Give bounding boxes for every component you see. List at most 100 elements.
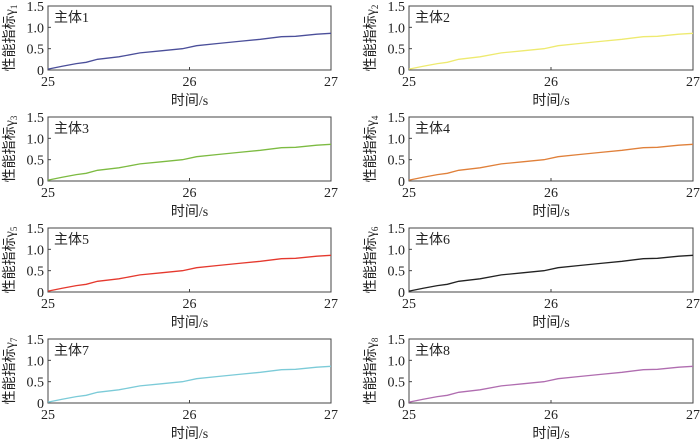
series-line <box>408 365 694 403</box>
subplot-3: 0 0.5 1.0 1.5 25 26 27 时间/s 性能指标γ3 主体3 <box>2 111 338 220</box>
y-tick-label: 0.5 <box>27 265 45 280</box>
y-tick-label: 1.5 <box>388 333 406 348</box>
y-tick-label: 1.0 <box>27 132 45 147</box>
subplot-4: 0 0.5 1.0 1.5 25 26 27 时间/s 性能指标γ4 主体4 <box>363 111 700 220</box>
x-tick-label: 27 <box>686 297 700 312</box>
x-tick-label: 26 <box>183 297 197 312</box>
x-tick-label: 25 <box>402 297 416 312</box>
subplot-title: 主体3 <box>54 121 89 137</box>
subplot-title: 主体6 <box>415 232 450 248</box>
y-tick-label: 1.5 <box>388 111 406 126</box>
subplot-2: 0 0.5 1.0 1.5 25 26 27 时间/s 性能指标γ2 主体2 <box>363 0 700 109</box>
y-tick-label: 1.0 <box>388 132 406 147</box>
y-axis-label-subscript: 4 <box>370 115 380 120</box>
x-tick-label: 26 <box>544 297 558 312</box>
x-tick-label: 27 <box>686 75 700 90</box>
subplot-5: 0 0.5 1.0 1.5 25 26 27 时间/s 性能指标γ5 主体5 <box>2 222 338 331</box>
plot-frame <box>47 5 332 71</box>
x-tick-label: 27 <box>686 186 700 201</box>
series-line <box>47 365 332 403</box>
y-axis-label: 性能指标γ5 <box>2 226 19 293</box>
x-tick-label: 26 <box>183 186 197 201</box>
subplot-title: 主体7 <box>54 343 89 359</box>
x-tick-label: 25 <box>402 75 416 90</box>
y-tick-label: 0.5 <box>27 376 45 391</box>
x-tick-label: 27 <box>324 408 338 423</box>
y-tick-label: 0 <box>398 286 405 301</box>
x-axis-label: 时间/s <box>171 426 208 442</box>
y-tick-label: 1.5 <box>388 0 406 15</box>
y-tick-label: 0 <box>398 175 405 190</box>
x-tick-label: 25 <box>41 75 55 90</box>
x-axis-label: 时间/s <box>532 93 569 109</box>
y-tick-label: 0 <box>37 397 44 412</box>
plot-frame <box>47 338 332 404</box>
y-tick-label: 0 <box>398 397 405 412</box>
series-line <box>47 254 332 292</box>
x-tick-label: 27 <box>324 297 338 312</box>
y-tick-label: 1.0 <box>27 243 45 258</box>
y-tick-label: 0.5 <box>27 43 45 58</box>
x-axis-label: 时间/s <box>171 93 208 109</box>
x-axis-label: 时间/s <box>532 204 569 220</box>
y-tick-label: 0.5 <box>27 154 45 169</box>
y-tick-label: 1.0 <box>388 243 406 258</box>
subplot-8: 0 0.5 1.0 1.5 25 26 27 时间/s 性能指标γ8 主体8 <box>363 333 700 442</box>
x-tick-label: 27 <box>324 186 338 201</box>
series-line <box>408 32 694 70</box>
y-tick-label: 1.5 <box>27 111 45 126</box>
y-tick-label: 0 <box>37 175 44 190</box>
y-tick-label: 0 <box>37 64 44 79</box>
subplot-7: 0 0.5 1.0 1.5 25 26 27 时间/s 性能指标γ7 主体7 <box>2 333 338 442</box>
y-tick-label: 1.5 <box>388 222 406 237</box>
y-axis-label-subscript: 8 <box>370 337 380 342</box>
y-tick-label: 0 <box>398 64 405 79</box>
y-tick-label: 0 <box>37 286 44 301</box>
plot-frame <box>408 338 694 404</box>
y-tick-label: 0.5 <box>388 43 406 58</box>
y-tick-label: 1.5 <box>27 222 45 237</box>
x-tick-label: 25 <box>41 297 55 312</box>
y-axis-label: 性能指标γ2 <box>363 5 380 72</box>
x-tick-label: 26 <box>183 408 197 423</box>
series-line <box>47 32 332 70</box>
y-tick-label: 0.5 <box>388 265 406 280</box>
subplot-title: 主体4 <box>415 121 450 137</box>
subplot-title: 主体8 <box>415 343 450 359</box>
y-axis-label: 性能指标γ4 <box>363 115 380 182</box>
y-axis-label-subscript: 2 <box>370 5 380 10</box>
y-axis-label-subscript: 6 <box>370 226 380 231</box>
x-tick-label: 26 <box>183 75 197 90</box>
series-line <box>47 143 332 181</box>
y-axis-label-subscript: 7 <box>9 337 19 342</box>
y-axis-label: 性能指标γ3 <box>2 115 19 182</box>
x-tick-label: 26 <box>544 408 558 423</box>
x-tick-label: 25 <box>402 408 416 423</box>
plot-frame <box>408 5 694 71</box>
series-line <box>408 143 694 181</box>
x-tick-label: 25 <box>41 186 55 201</box>
y-tick-label: 1.0 <box>388 354 406 369</box>
y-axis-label: 性能指标γ7 <box>2 337 19 404</box>
y-axis-label: 性能指标γ1 <box>2 5 19 72</box>
y-axis-label-subscript: 1 <box>9 5 19 10</box>
plot-frame <box>408 116 694 182</box>
y-axis-label-subscript: 3 <box>9 115 19 120</box>
x-tick-label: 27 <box>686 408 700 423</box>
series-line <box>408 254 694 292</box>
x-tick-label: 27 <box>324 75 338 90</box>
subplot-1: 0 0.5 1.0 1.5 25 26 27 时间/s 性能指标γ1 主体1 <box>2 0 338 109</box>
subplot-title: 主体2 <box>415 10 450 26</box>
y-tick-label: 1.0 <box>27 354 45 369</box>
subplot-title: 主体1 <box>54 10 89 26</box>
y-tick-label: 1.0 <box>388 21 406 36</box>
y-tick-label: 0.5 <box>388 376 406 391</box>
y-axis-label: 性能指标γ6 <box>363 226 380 293</box>
y-tick-label: 0.5 <box>388 154 406 169</box>
y-tick-label: 1.5 <box>27 0 45 15</box>
x-tick-label: 26 <box>544 75 558 90</box>
y-tick-label: 1.0 <box>27 21 45 36</box>
x-axis-label: 时间/s <box>532 426 569 442</box>
plot-frame <box>47 116 332 182</box>
